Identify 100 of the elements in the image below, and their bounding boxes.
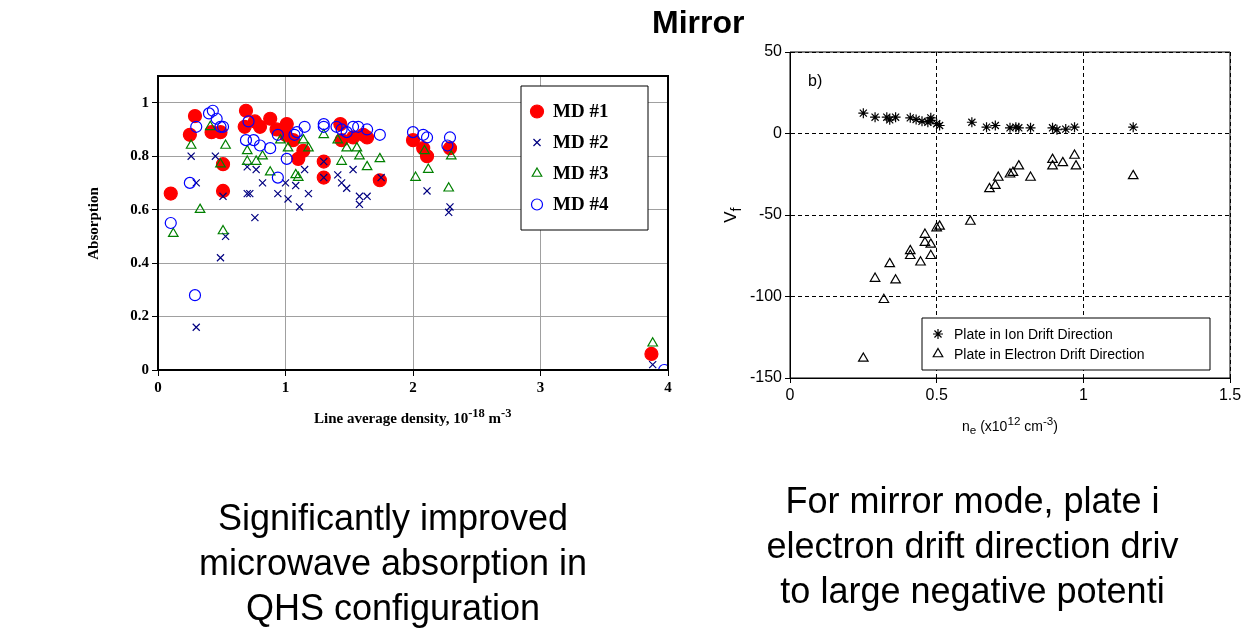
y-tick-label: 1	[141, 93, 149, 110]
point	[239, 134, 253, 147]
point	[443, 131, 457, 144]
point	[206, 104, 219, 117]
point	[247, 134, 260, 147]
point	[1068, 121, 1081, 133]
point	[422, 186, 432, 196]
x-tick-label: 0.5	[925, 386, 948, 404]
point	[857, 352, 869, 362]
point	[965, 215, 976, 225]
text: to large negative potenti	[780, 570, 1165, 611]
text: For mirror mode, plate i	[785, 480, 1160, 521]
point	[1047, 160, 1058, 170]
point	[373, 128, 386, 141]
point	[211, 152, 220, 161]
y-axis-title: Absorption	[84, 186, 102, 260]
point	[351, 142, 363, 152]
point	[210, 112, 223, 125]
point	[300, 165, 309, 174]
point	[443, 182, 455, 192]
point	[303, 142, 314, 152]
point	[341, 142, 353, 152]
point	[304, 189, 313, 198]
point	[348, 165, 358, 174]
point	[185, 139, 197, 149]
point	[1057, 156, 1069, 167]
x-tick-label: 4	[664, 378, 673, 395]
point	[221, 232, 230, 241]
point	[1046, 122, 1059, 134]
point	[1024, 122, 1037, 134]
y-tick-label: 0.2	[130, 307, 149, 324]
point	[202, 107, 216, 120]
point	[869, 111, 881, 123]
point	[204, 120, 216, 131]
point	[318, 128, 330, 139]
point	[250, 213, 260, 222]
point	[330, 120, 343, 133]
point	[340, 126, 353, 139]
point	[216, 253, 225, 262]
point	[904, 244, 916, 255]
x-tick-label: 1.5	[1218, 386, 1242, 404]
point	[647, 337, 659, 347]
point	[257, 150, 268, 160]
point	[280, 152, 293, 165]
point	[264, 142, 277, 155]
y-tick-label: -50	[758, 205, 783, 223]
x-tick-label: 2	[409, 378, 417, 395]
x-tick-label: 0	[785, 386, 795, 404]
x-tick-label: 3	[536, 378, 545, 395]
point	[188, 289, 202, 302]
point	[346, 120, 360, 133]
point	[217, 224, 229, 235]
point	[890, 274, 901, 284]
x-axis-title: Line average density, 10$^{-18}$ m$^{-3}$	[314, 406, 512, 427]
point	[361, 123, 374, 136]
point	[1013, 160, 1025, 170]
point	[220, 139, 231, 149]
point	[422, 163, 434, 173]
point	[333, 170, 342, 180]
x-axis-title: n$_{e}$ (x10$^{12}$ cm$^{-3}$)	[962, 414, 1058, 437]
annotation: b)	[808, 72, 823, 90]
y-tick-label: 0.8	[130, 147, 149, 164]
point	[336, 155, 347, 165]
point	[374, 152, 386, 163]
point	[904, 112, 916, 124]
point	[192, 323, 201, 332]
point	[275, 134, 286, 144]
point	[919, 236, 931, 247]
point	[910, 113, 922, 126]
point	[1069, 149, 1080, 159]
point	[283, 194, 293, 204]
point	[417, 128, 430, 141]
point	[241, 144, 253, 155]
point	[420, 131, 434, 144]
point	[238, 103, 254, 118]
point	[281, 178, 290, 188]
point	[992, 171, 1004, 181]
point	[1025, 171, 1036, 181]
point	[273, 189, 282, 198]
point	[258, 178, 267, 188]
chart-title: Mirror	[652, 4, 745, 41]
point	[419, 149, 435, 164]
y-tick-label: 50	[764, 42, 783, 60]
point	[252, 165, 261, 174]
point	[857, 107, 869, 119]
legend-label: MD #2	[553, 131, 609, 153]
point	[1127, 169, 1139, 180]
point	[362, 192, 372, 201]
point	[869, 272, 881, 282]
legend-label: MD #1	[553, 100, 609, 122]
point	[966, 116, 978, 128]
point	[644, 346, 659, 362]
point	[915, 256, 926, 266]
point	[410, 171, 421, 181]
x-tick-label: 1	[1078, 386, 1088, 404]
point	[1127, 121, 1139, 133]
point	[263, 111, 278, 126]
point	[342, 184, 351, 193]
point	[980, 121, 993, 133]
point	[218, 192, 228, 201]
